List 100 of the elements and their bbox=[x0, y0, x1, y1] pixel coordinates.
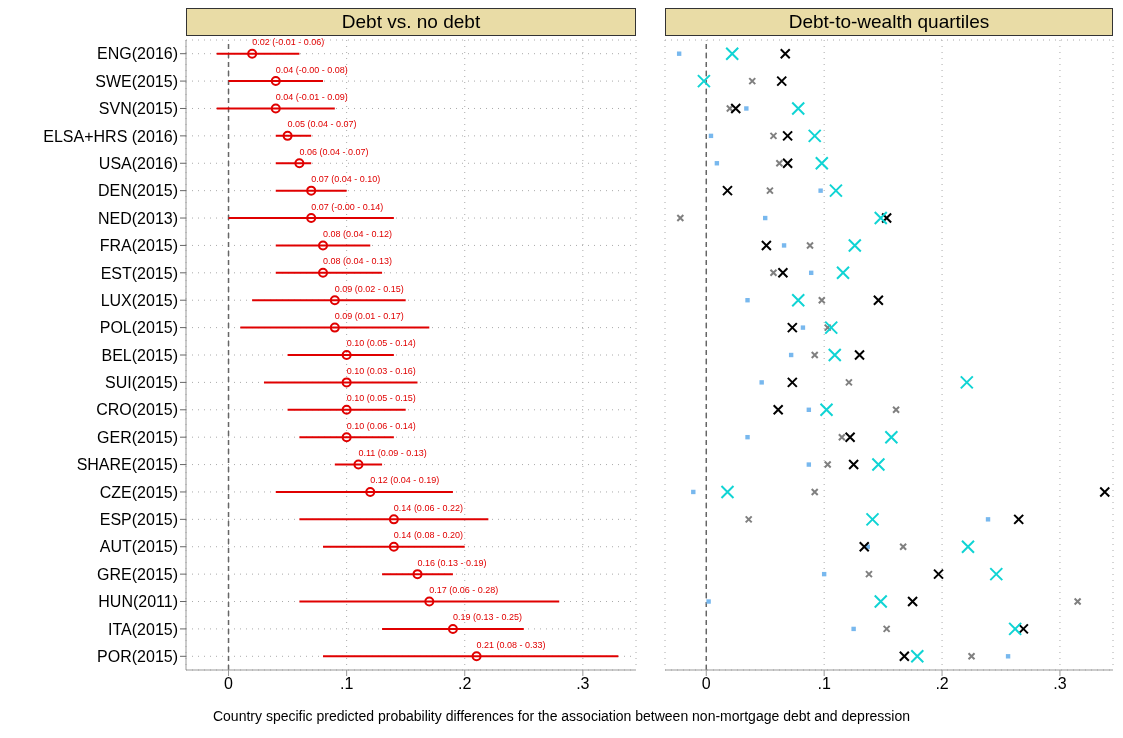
point bbox=[696, 74, 711, 89]
data-label: 0.10 (0.05 - 0.14) bbox=[346, 338, 416, 349]
point bbox=[341, 350, 352, 360]
point bbox=[779, 48, 791, 60]
point bbox=[676, 51, 682, 56]
point bbox=[828, 183, 843, 198]
data-label: 0.10 (0.06 - 0.14) bbox=[346, 420, 416, 431]
point bbox=[772, 404, 784, 416]
point bbox=[791, 101, 806, 116]
point bbox=[1073, 597, 1082, 606]
point bbox=[871, 457, 886, 472]
y-tick-label: FRA(2015) bbox=[99, 237, 178, 255]
data-label: 0.10 (0.03 - 0.16) bbox=[346, 365, 416, 376]
x-tick-label: .2 bbox=[458, 675, 472, 693]
point bbox=[781, 243, 787, 248]
data-label: 0.11 (0.09 - 0.13) bbox=[358, 448, 427, 459]
y-tick-label: NED(2013) bbox=[97, 209, 178, 227]
y-tick-label: SHARE(2015) bbox=[76, 456, 178, 474]
data-label: 0.19 (0.13 - 0.25) bbox=[452, 612, 522, 623]
data-label: 0.21 (0.08 - 0.33) bbox=[476, 639, 546, 650]
point bbox=[844, 431, 856, 443]
x-tick-label: 0 bbox=[224, 675, 234, 693]
y-tick-label: BEL(2015) bbox=[101, 346, 178, 364]
point bbox=[1099, 486, 1111, 498]
point bbox=[329, 295, 340, 306]
point bbox=[247, 48, 258, 59]
point bbox=[892, 405, 901, 414]
y-tick-label: DEN(2015) bbox=[97, 182, 178, 200]
point bbox=[865, 512, 880, 527]
point bbox=[341, 432, 352, 443]
point bbox=[270, 103, 281, 114]
point bbox=[884, 430, 899, 445]
y-tick-label: ELSA+HRS (2016) bbox=[43, 127, 178, 145]
point bbox=[873, 211, 888, 226]
point bbox=[760, 239, 772, 251]
point bbox=[282, 130, 293, 141]
data-label: 0.09 (0.02 - 0.15) bbox=[334, 283, 404, 294]
point bbox=[818, 188, 823, 193]
point bbox=[306, 213, 317, 224]
point bbox=[744, 515, 753, 524]
data-label: 0.07 (0.04 - 0.10) bbox=[311, 174, 381, 185]
text: Country specific predicted probability differences for the association between non-mortgage debt and depression bbox=[211, 708, 911, 724]
point bbox=[851, 626, 856, 632]
point bbox=[791, 293, 806, 308]
point bbox=[824, 320, 839, 335]
point bbox=[933, 568, 945, 580]
point bbox=[864, 570, 873, 579]
point bbox=[341, 377, 352, 388]
point bbox=[823, 460, 832, 469]
point bbox=[1013, 513, 1025, 525]
point bbox=[848, 459, 860, 471]
data-label: 0.16 (0.13 - 0.19) bbox=[417, 557, 487, 568]
data-label: 0.05 (0.04 - 0.07) bbox=[287, 119, 357, 130]
point bbox=[959, 375, 974, 390]
point bbox=[777, 267, 789, 279]
point bbox=[745, 298, 750, 303]
point bbox=[847, 238, 862, 253]
y-tick-label: ENG(2016) bbox=[97, 45, 178, 63]
point bbox=[810, 351, 819, 359]
point bbox=[730, 102, 742, 114]
point bbox=[967, 652, 976, 661]
point bbox=[318, 240, 329, 251]
point bbox=[837, 433, 846, 442]
point bbox=[960, 539, 975, 554]
point bbox=[782, 157, 794, 169]
data-label: 0.06 (0.04 - 0.07) bbox=[299, 146, 369, 157]
point bbox=[720, 484, 735, 499]
x-tick-label: 0 bbox=[701, 675, 711, 693]
x-tick-label: .3 bbox=[576, 675, 590, 693]
point bbox=[1008, 621, 1023, 636]
point bbox=[819, 402, 834, 417]
y-tick-label: GER(2015) bbox=[97, 428, 178, 446]
point bbox=[881, 212, 893, 224]
point bbox=[989, 567, 1004, 582]
data-label: 0.09 (0.01 - 0.17) bbox=[334, 311, 404, 322]
point bbox=[800, 325, 806, 330]
point bbox=[782, 130, 794, 142]
data-label: 0.10 (0.05 - 0.15) bbox=[346, 393, 416, 404]
point bbox=[1005, 654, 1011, 659]
point bbox=[365, 486, 376, 497]
point bbox=[424, 596, 435, 607]
chart-title: Debt vs. no debt bbox=[186, 8, 636, 36]
point bbox=[759, 380, 764, 385]
point bbox=[854, 349, 866, 361]
data-label: 0.07 (-0.00 - 0.14) bbox=[311, 201, 384, 212]
y-tick-label: LUX(2015) bbox=[100, 291, 178, 309]
y-tick-label: GRE(2015) bbox=[97, 565, 178, 583]
point bbox=[807, 128, 822, 143]
y-tick-label: ITA(2015) bbox=[108, 620, 178, 638]
point bbox=[817, 296, 826, 305]
y-tick-label: POL(2015) bbox=[99, 319, 178, 337]
point bbox=[898, 650, 910, 662]
point bbox=[814, 156, 829, 171]
point bbox=[836, 265, 851, 280]
point bbox=[748, 77, 757, 86]
point bbox=[471, 651, 482, 662]
x-tick-label: .1 bbox=[817, 675, 831, 693]
point bbox=[725, 46, 740, 61]
point bbox=[786, 376, 798, 388]
point bbox=[776, 75, 788, 87]
